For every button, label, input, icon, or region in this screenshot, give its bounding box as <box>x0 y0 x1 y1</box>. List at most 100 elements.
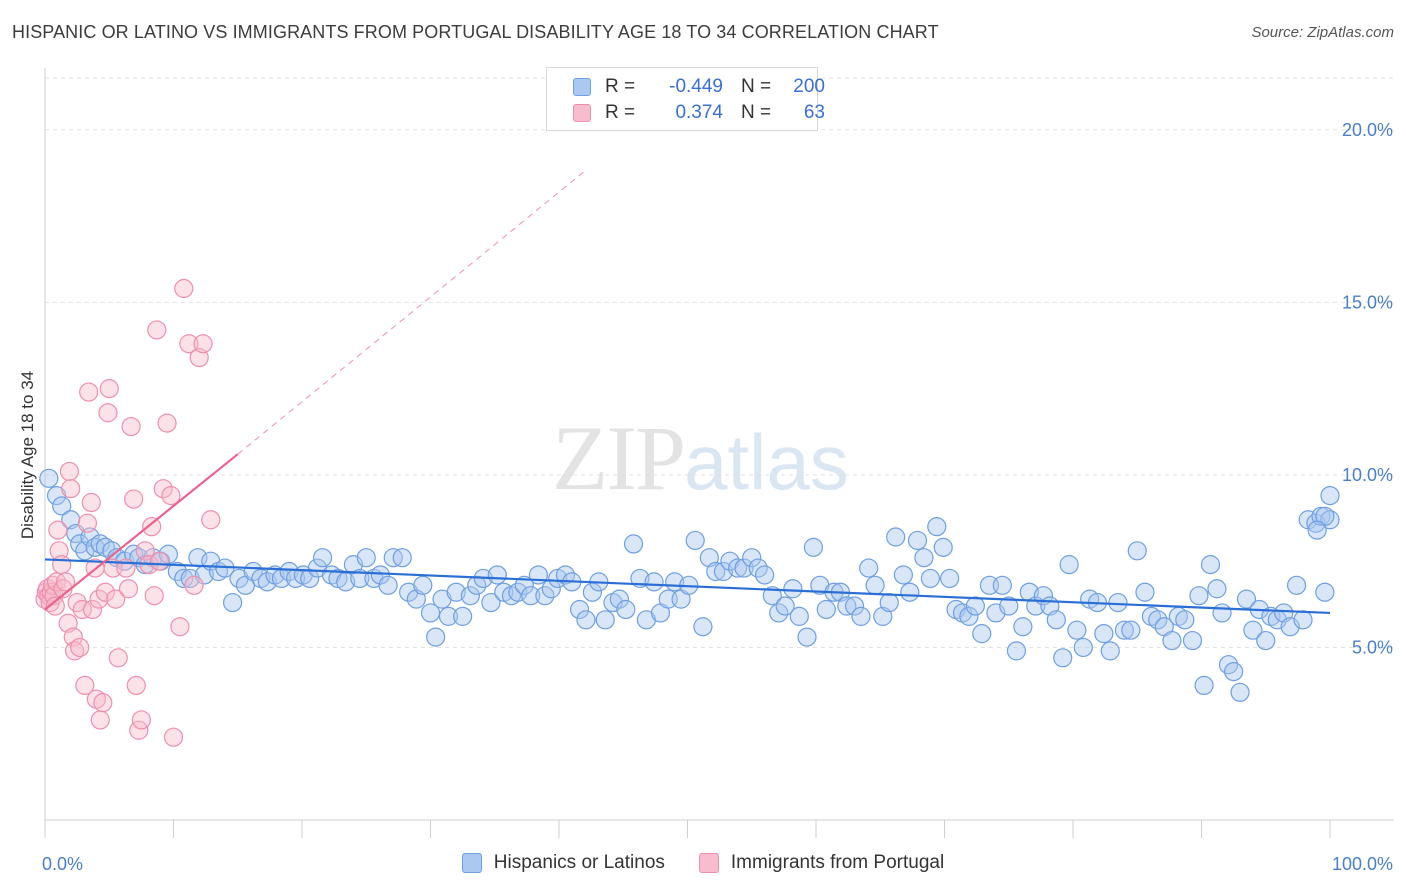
data-point-hispanics <box>426 627 446 647</box>
data-point-hispanics <box>1189 586 1209 606</box>
data-point-hispanics <box>1194 675 1214 696</box>
data-point-portugal <box>108 648 128 668</box>
data-point-hispanics <box>1094 624 1114 644</box>
data-point-hispanics <box>453 606 473 626</box>
data-point-hispanics <box>865 575 885 595</box>
legend-row-portugal: R = 0.374 N = 63 <box>573 101 825 125</box>
data-point-portugal <box>75 675 95 696</box>
data-point-portugal <box>144 586 164 606</box>
data-point-hispanics <box>685 530 705 551</box>
trend-line-hispanics <box>44 558 1331 615</box>
data-point-hispanics <box>1182 630 1203 651</box>
data-point-hispanics <box>1013 617 1033 637</box>
data-point-hispanics <box>965 596 985 616</box>
data-point-hispanics <box>1212 603 1232 623</box>
data-point-hispanics <box>174 568 194 589</box>
x-tick-label-min: 0.0% <box>42 854 83 874</box>
data-point-hispanics <box>1230 682 1250 702</box>
gridlines <box>45 77 1394 648</box>
legend-item-portugal[interactable]: Immigrants from Portugal <box>698 852 945 874</box>
data-point-hispanics <box>350 568 370 589</box>
series-portugal-points <box>35 278 221 747</box>
legend-row-hispanics: R = -0.449 N = 200 <box>573 75 825 99</box>
data-point-hispanics <box>754 565 775 585</box>
data-point-hispanics <box>859 558 879 578</box>
data-point-hispanics <box>844 596 865 616</box>
data-point-hispanics <box>933 537 953 557</box>
legend-swatch-blue <box>461 853 482 873</box>
data-point-hispanics <box>797 627 817 647</box>
data-point-portugal <box>126 675 146 696</box>
data-point-hispanics <box>927 517 947 537</box>
legend-item-hispanics[interactable]: Hispanics or Latinos <box>461 852 665 874</box>
data-point-portugal <box>124 489 144 509</box>
source-label: Source: ZipAtlas.com <box>1251 24 1394 41</box>
trend-line-portugal <box>44 453 239 611</box>
data-point-hispanics <box>886 527 906 547</box>
data-point-hispanics <box>413 575 433 595</box>
data-point-portugal <box>179 334 199 354</box>
data-point-hispanics <box>1121 620 1141 640</box>
data-point-hispanics <box>1200 555 1221 575</box>
data-point-portugal <box>52 555 72 575</box>
data-point-hispanics <box>999 596 1019 616</box>
data-point-portugal <box>157 413 177 433</box>
legend-n-value: 200 <box>793 76 825 97</box>
data-point-hispanics <box>257 572 277 592</box>
data-point-hispanics <box>514 575 534 595</box>
data-point-hispanics <box>438 606 459 626</box>
data-point-hispanics <box>914 548 934 568</box>
data-point-portugal <box>174 278 194 299</box>
series-legend: Hispanics or Latinos Immigrants from Por… <box>0 852 1406 874</box>
data-point-portugal <box>59 461 80 482</box>
x-tick-label-max: 100.0% <box>1332 854 1393 874</box>
data-point-hispanics <box>460 586 480 606</box>
data-point-portugal <box>61 479 81 499</box>
data-point-hispanics <box>907 530 928 551</box>
data-point-portugal <box>79 382 99 402</box>
data-point-portugal <box>64 641 85 661</box>
data-point-hispanics <box>487 565 507 585</box>
legend-label: Immigrants from Portugal <box>730 852 945 873</box>
data-point-hispanics <box>1073 637 1093 658</box>
data-point-hispanics <box>959 606 979 626</box>
data-point-portugal <box>77 513 98 533</box>
data-point-portugal <box>153 479 173 499</box>
data-point-hispanics <box>940 568 960 589</box>
watermark-zip: ZIP <box>552 407 686 509</box>
data-point-hispanics <box>1256 630 1276 651</box>
data-point-hispanics <box>90 534 110 554</box>
data-point-hispanics <box>623 534 644 554</box>
watermark-atlas: atlas <box>684 418 849 506</box>
data-point-portugal <box>72 599 92 620</box>
data-point-portugal <box>147 320 167 340</box>
data-point-hispanics <box>803 537 824 557</box>
data-point-portugal <box>48 520 68 540</box>
data-point-portugal <box>63 627 83 647</box>
data-point-hispanics <box>1114 620 1135 640</box>
data-point-hispanics <box>420 603 441 623</box>
chart-title: HISPANIC OR LATINO VS IMMIGRANTS FROM PO… <box>12 22 939 42</box>
trend-line-portugal-extension <box>237 170 586 455</box>
data-point-hispanics <box>1135 582 1155 602</box>
data-point-hispanics <box>616 599 636 620</box>
data-point-hispanics <box>1175 610 1195 630</box>
data-point-portugal <box>93 693 113 713</box>
data-point-hispanics <box>728 558 748 578</box>
data-point-hispanics <box>992 575 1012 595</box>
data-point-hispanics <box>39 468 59 488</box>
data-point-hispanics <box>521 586 541 606</box>
data-point-hispanics <box>900 582 920 602</box>
data-point-portugal <box>70 637 90 658</box>
data-point-hispanics <box>742 548 762 568</box>
data-point-hispanics <box>312 548 333 568</box>
data-point-portugal <box>90 710 110 730</box>
data-point-portugal <box>55 572 76 592</box>
data-point-hispanics <box>644 572 664 592</box>
data-point-portugal <box>95 582 115 602</box>
data-point-hispanics <box>569 599 590 620</box>
data-point-hispanics <box>713 561 734 582</box>
data-point-hispanics <box>446 582 466 602</box>
data-point-hispanics <box>1127 541 1147 561</box>
